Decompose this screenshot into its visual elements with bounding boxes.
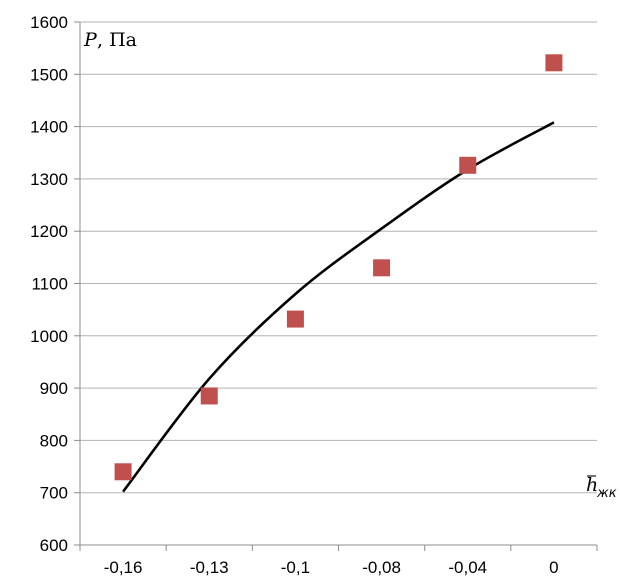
x-tick-label: 0 [549, 558, 558, 577]
y-tick-label: 600 [40, 536, 68, 555]
x-tick-labels: -0,16 -0,13 -0,1 -0,08 -0,04 0 [104, 558, 559, 577]
x-axis-symbol: h [586, 474, 598, 496]
y-tick-label: 1000 [30, 327, 68, 346]
x-axis-title: h жк [586, 474, 617, 501]
data-point-marker [459, 156, 477, 174]
data-point-marker [114, 463, 132, 481]
y-tick-label: 800 [40, 431, 68, 450]
gridlines [74, 21, 597, 546]
y-tick-label: 1600 [30, 13, 68, 32]
data-point-marker [200, 387, 218, 405]
y-tick-label: 1200 [30, 222, 68, 241]
y-axis-title: P , Па [83, 29, 137, 51]
data-point-marker [545, 54, 563, 72]
x-tick-label: -0,08 [362, 558, 401, 577]
y-tick-labels: 600 700 800 900 1000 1100 1200 1300 1400 1500 1600 [30, 13, 68, 555]
data-point-marker [373, 259, 391, 277]
y-axis-symbol: P [83, 29, 98, 51]
y-tick-label: 1500 [30, 65, 68, 84]
y-tick-label: 1400 [30, 118, 68, 137]
trendline [122, 121, 555, 493]
x-tick-label: -0,1 [281, 558, 310, 577]
x-axis-subscript: жк [596, 486, 617, 501]
y-tick-label: 1100 [31, 275, 68, 294]
axes [79, 22, 598, 551]
y-tick-label: 1300 [30, 170, 68, 189]
y-axis-unit: , Па [97, 29, 137, 51]
y-tick-label: 900 [40, 379, 68, 398]
data-point-marker [286, 310, 304, 328]
x-tick-label: -0,04 [448, 558, 487, 577]
data-markers [114, 54, 563, 481]
trendline-curve [122, 121, 555, 493]
x-tick-label: -0,16 [104, 558, 143, 577]
x-tick-label: -0,13 [190, 558, 229, 577]
y-tick-label: 700 [40, 484, 68, 503]
